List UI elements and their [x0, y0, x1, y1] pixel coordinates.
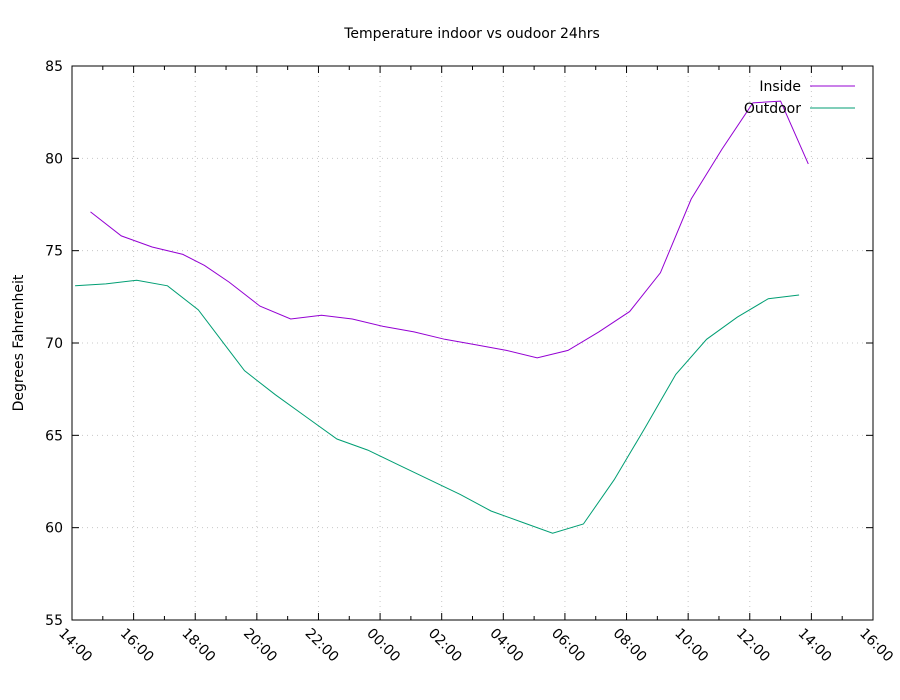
x-tick-label: 16:00	[117, 626, 157, 666]
x-tick-label: 20:00	[240, 626, 280, 666]
x-tick-label: 08:00	[610, 626, 650, 666]
x-tick-label: 14:00	[795, 626, 835, 666]
y-tick-label: 65	[45, 428, 63, 444]
y-tick-label: 70	[45, 336, 63, 352]
x-tick-label: 14:00	[55, 626, 95, 666]
x-tick-label: 18:00	[178, 626, 218, 666]
series-line-outdoor	[75, 279, 800, 534]
y-tick-label: 60	[45, 521, 63, 537]
x-tick-label: 16:00	[856, 626, 896, 666]
y-tick-label: 55	[45, 613, 63, 629]
legend-label: Outdoor	[744, 101, 801, 117]
x-tick-label: 00:00	[363, 626, 403, 666]
plot-lines	[75, 100, 809, 534]
y-tick-label: 85	[45, 59, 63, 75]
x-tick-label: 02:00	[425, 626, 465, 666]
x-tick-label: 06:00	[548, 626, 588, 666]
grid	[72, 66, 873, 620]
series-line-inside	[90, 100, 809, 359]
x-tick-label: 22:00	[302, 626, 342, 666]
y-axis-label: Degrees Fahrenheit	[11, 274, 27, 411]
x-tick-label: 04:00	[486, 626, 526, 666]
y-tick-label: 80	[45, 151, 63, 167]
axes: 14:00 16:00 18:00 20:00 22:00 00:00 02:00 04:00…	[45, 59, 896, 665]
legend: Inside Outdoor	[744, 79, 855, 117]
chart-title: Temperature indoor vs oudoor 24hrs	[343, 26, 600, 42]
x-tick-label: 10:00	[671, 626, 711, 666]
legend-label: Inside	[759, 79, 801, 95]
y-tick-label: 75	[45, 244, 63, 260]
x-tick-label: 12:00	[733, 626, 773, 666]
